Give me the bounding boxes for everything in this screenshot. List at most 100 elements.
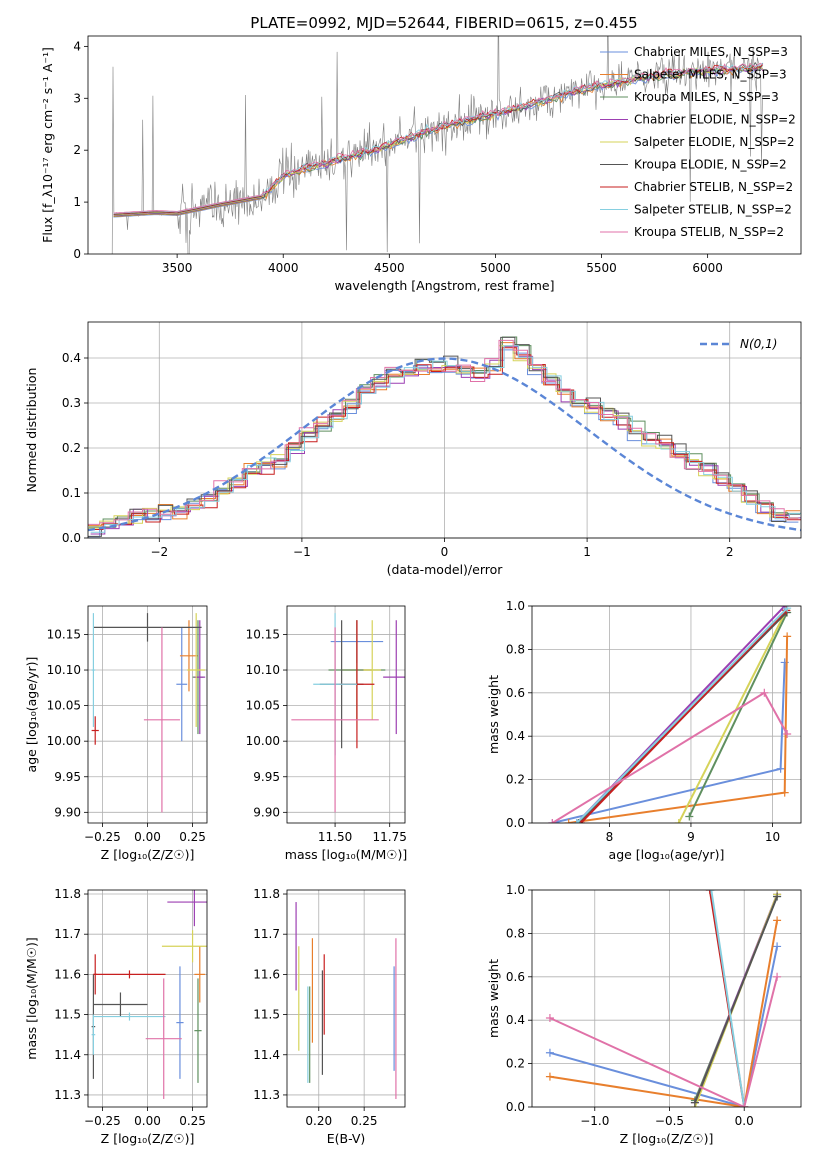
x-tick-label: 3500 <box>162 261 193 275</box>
weight-marker <box>545 1072 554 1081</box>
y-tick-label: 0.3 <box>62 396 81 410</box>
y-tick-label: 0.2 <box>506 1057 525 1071</box>
x-tick-label: −0.5 <box>655 1114 684 1128</box>
y-tick-label: 0.2 <box>506 773 525 787</box>
x-axis-label: Z [log₁₀(Z/Z☉)] <box>101 847 195 862</box>
weight-marker <box>545 1048 554 1057</box>
age-vs-mass-plot <box>291 613 405 813</box>
axes-frame <box>87 35 802 255</box>
weight-marker <box>760 688 769 697</box>
legend-label: Chabrier MILES, N_SSP=3 <box>634 45 788 59</box>
y-tick-label: 11.7 <box>54 927 81 941</box>
mass-vs-ebv-panel: 0.20 0.25 11.3 11.4 11.5 11.6 11.7 11.8 E(B-V) <box>253 887 406 1146</box>
y-axis-label: mass weight <box>486 675 501 754</box>
legend-label: Salpeter ELODIE, N_SSP=2 <box>634 135 795 149</box>
weight-line <box>580 609 788 823</box>
y-tick-label: 3 <box>73 91 81 105</box>
y-tick-label: 0.0 <box>506 1100 525 1114</box>
weight-line <box>551 691 788 823</box>
y-tick-label: 10.10 <box>47 663 81 677</box>
legend-label: Chabrier ELODIE, N_SSP=2 <box>634 113 796 127</box>
y-tick-label: 11.8 <box>54 887 81 901</box>
y-tick-label: 11.6 <box>253 967 280 981</box>
axes-frame <box>87 321 802 539</box>
x-tick-label: 4500 <box>374 261 405 275</box>
x-axis-label: wavelength [Angstrom, rest frame] <box>334 278 554 293</box>
y-tick-label: 10.05 <box>246 699 280 713</box>
weight-marker <box>564 819 573 823</box>
mass-vs-Z-panel: −0.25 0.00 0.25 11.3 11.4 11.5 11.6 11.7 11.8 Z [… <box>24 887 208 1146</box>
x-tick-label: 0.25 <box>351 1114 378 1128</box>
weight-marker <box>576 819 585 823</box>
x-tick-label: 4000 <box>268 261 299 275</box>
model-fit-line <box>113 62 764 214</box>
weight-marker <box>548 819 557 823</box>
weight-line <box>710 890 746 1107</box>
x-axis-label: E(B-V) <box>327 1131 366 1146</box>
mass-vs-Z-grid <box>88 890 207 1107</box>
y-tick-label: 9.95 <box>253 770 280 784</box>
x-tick-label: 5500 <box>586 261 617 275</box>
weight-marker <box>783 632 792 641</box>
x-tick-label: −1 <box>293 545 311 559</box>
y-tick-label: 1.0 <box>506 599 525 613</box>
weight-vs-Z-plot <box>545 890 782 1107</box>
x-tick-label: 5000 <box>480 261 511 275</box>
x-tick-label: 0.25 <box>179 1114 206 1128</box>
legend-label: N(0,1) <box>740 337 777 351</box>
weight-vs-Z-grid <box>532 889 801 1108</box>
y-tick-label: 11.4 <box>253 1048 280 1062</box>
weight-vs-Z-panel: −1.0 −0.5 0.0 0.0 0.2 0.4 0.6 0.8 1.0 Z [log₁₀(Z/… <box>486 883 802 1146</box>
mass-vs-ebv-grid <box>287 890 405 1107</box>
weight-line <box>549 946 779 1107</box>
axes-frame <box>87 889 208 1108</box>
x-axis-label: mass [log₁₀(M/M☉)] <box>285 847 407 862</box>
model-fit-line <box>113 64 764 215</box>
y-tick-label: 0.8 <box>506 642 525 656</box>
mass-vs-Z-plot <box>91 890 207 1099</box>
y-axis-label: mass [log₁₀(M/M☉)] <box>24 937 39 1059</box>
weight-marker <box>780 788 789 797</box>
x-tick-label: 0 <box>441 545 449 559</box>
weight-marker <box>705 890 714 894</box>
weight-line <box>552 662 786 823</box>
x-tick-label: −2 <box>150 545 168 559</box>
x-tick-label: −0.25 <box>84 830 121 844</box>
weight-marker <box>773 942 782 951</box>
weight-line <box>677 609 788 823</box>
y-tick-label: 0.1 <box>62 486 81 500</box>
weight-marker <box>740 1103 749 1107</box>
x-axis-label: (data-model)/error <box>387 562 504 577</box>
y-tick-label: 0.0 <box>62 531 81 545</box>
y-tick-label: 9.95 <box>54 770 81 784</box>
y-axis-label: mass weight <box>486 959 501 1038</box>
weight-marker <box>783 730 792 739</box>
y-tick-label: 11.6 <box>54 967 81 981</box>
histogram-step <box>88 347 801 530</box>
legend-label: Salpeter MILES, N_SSP=3 <box>634 68 787 82</box>
weight-vs-age-panel: 8 9 10 0.0 0.2 0.4 0.6 0.8 1.0 age [log₁₀(age/yr)… <box>486 599 802 862</box>
weight-marker <box>773 916 782 925</box>
age-vs-mass-panel: 11.50 11.75 9.90 9.95 10.00 10.05 10.10 10.15 ma… <box>246 605 407 862</box>
x-tick-label: 0.25 <box>179 830 206 844</box>
y-tick-label: 0.6 <box>506 686 525 700</box>
y-tick-label: 0.8 <box>506 926 525 940</box>
x-tick-label: 10 <box>765 830 780 844</box>
x-tick-label: −0.25 <box>84 1114 121 1128</box>
histogram-step <box>88 339 799 525</box>
y-tick-label: 10.15 <box>246 627 280 641</box>
weight-marker <box>690 1098 699 1107</box>
x-tick-label: 8 <box>606 830 614 844</box>
y-tick-label: 0 <box>73 247 81 261</box>
weight-line <box>568 636 789 823</box>
age-vs-Z-grid <box>88 606 207 823</box>
histogram-step <box>90 345 801 533</box>
y-tick-label: 0.2 <box>62 441 81 455</box>
x-tick-label: 2 <box>726 545 734 559</box>
y-tick-label: 10.05 <box>47 699 81 713</box>
weight-marker <box>545 1014 554 1023</box>
residuals-plot <box>88 336 801 538</box>
x-tick-label: 0.00 <box>134 830 161 844</box>
axes-frame <box>286 889 406 1108</box>
weight-line <box>549 976 779 1107</box>
